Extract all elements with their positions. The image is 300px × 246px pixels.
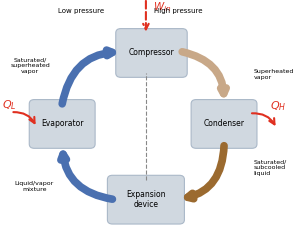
Text: Evaporator: Evaporator — [41, 120, 83, 128]
Text: $Q_H$: $Q_H$ — [270, 99, 287, 113]
Text: $Q_L$: $Q_L$ — [2, 98, 17, 112]
FancyBboxPatch shape — [191, 100, 257, 148]
Text: Superheated
vapor: Superheated vapor — [253, 69, 294, 80]
Text: Low pressure: Low pressure — [58, 8, 104, 14]
Text: Liquid/vapor
mixture: Liquid/vapor mixture — [15, 181, 54, 192]
Text: Expansion
device: Expansion device — [126, 190, 166, 209]
Text: Condenser: Condenser — [203, 120, 244, 128]
Text: Compressor: Compressor — [129, 48, 174, 58]
FancyBboxPatch shape — [29, 100, 95, 148]
FancyBboxPatch shape — [116, 29, 187, 77]
Text: $W_{in}$: $W_{in}$ — [153, 0, 171, 14]
FancyBboxPatch shape — [107, 175, 184, 224]
Text: High pressure: High pressure — [154, 8, 203, 14]
Text: Saturated/
superheated
vapor: Saturated/ superheated vapor — [10, 58, 50, 74]
Text: Saturated/
subcooled
liquid: Saturated/ subcooled liquid — [253, 159, 286, 176]
